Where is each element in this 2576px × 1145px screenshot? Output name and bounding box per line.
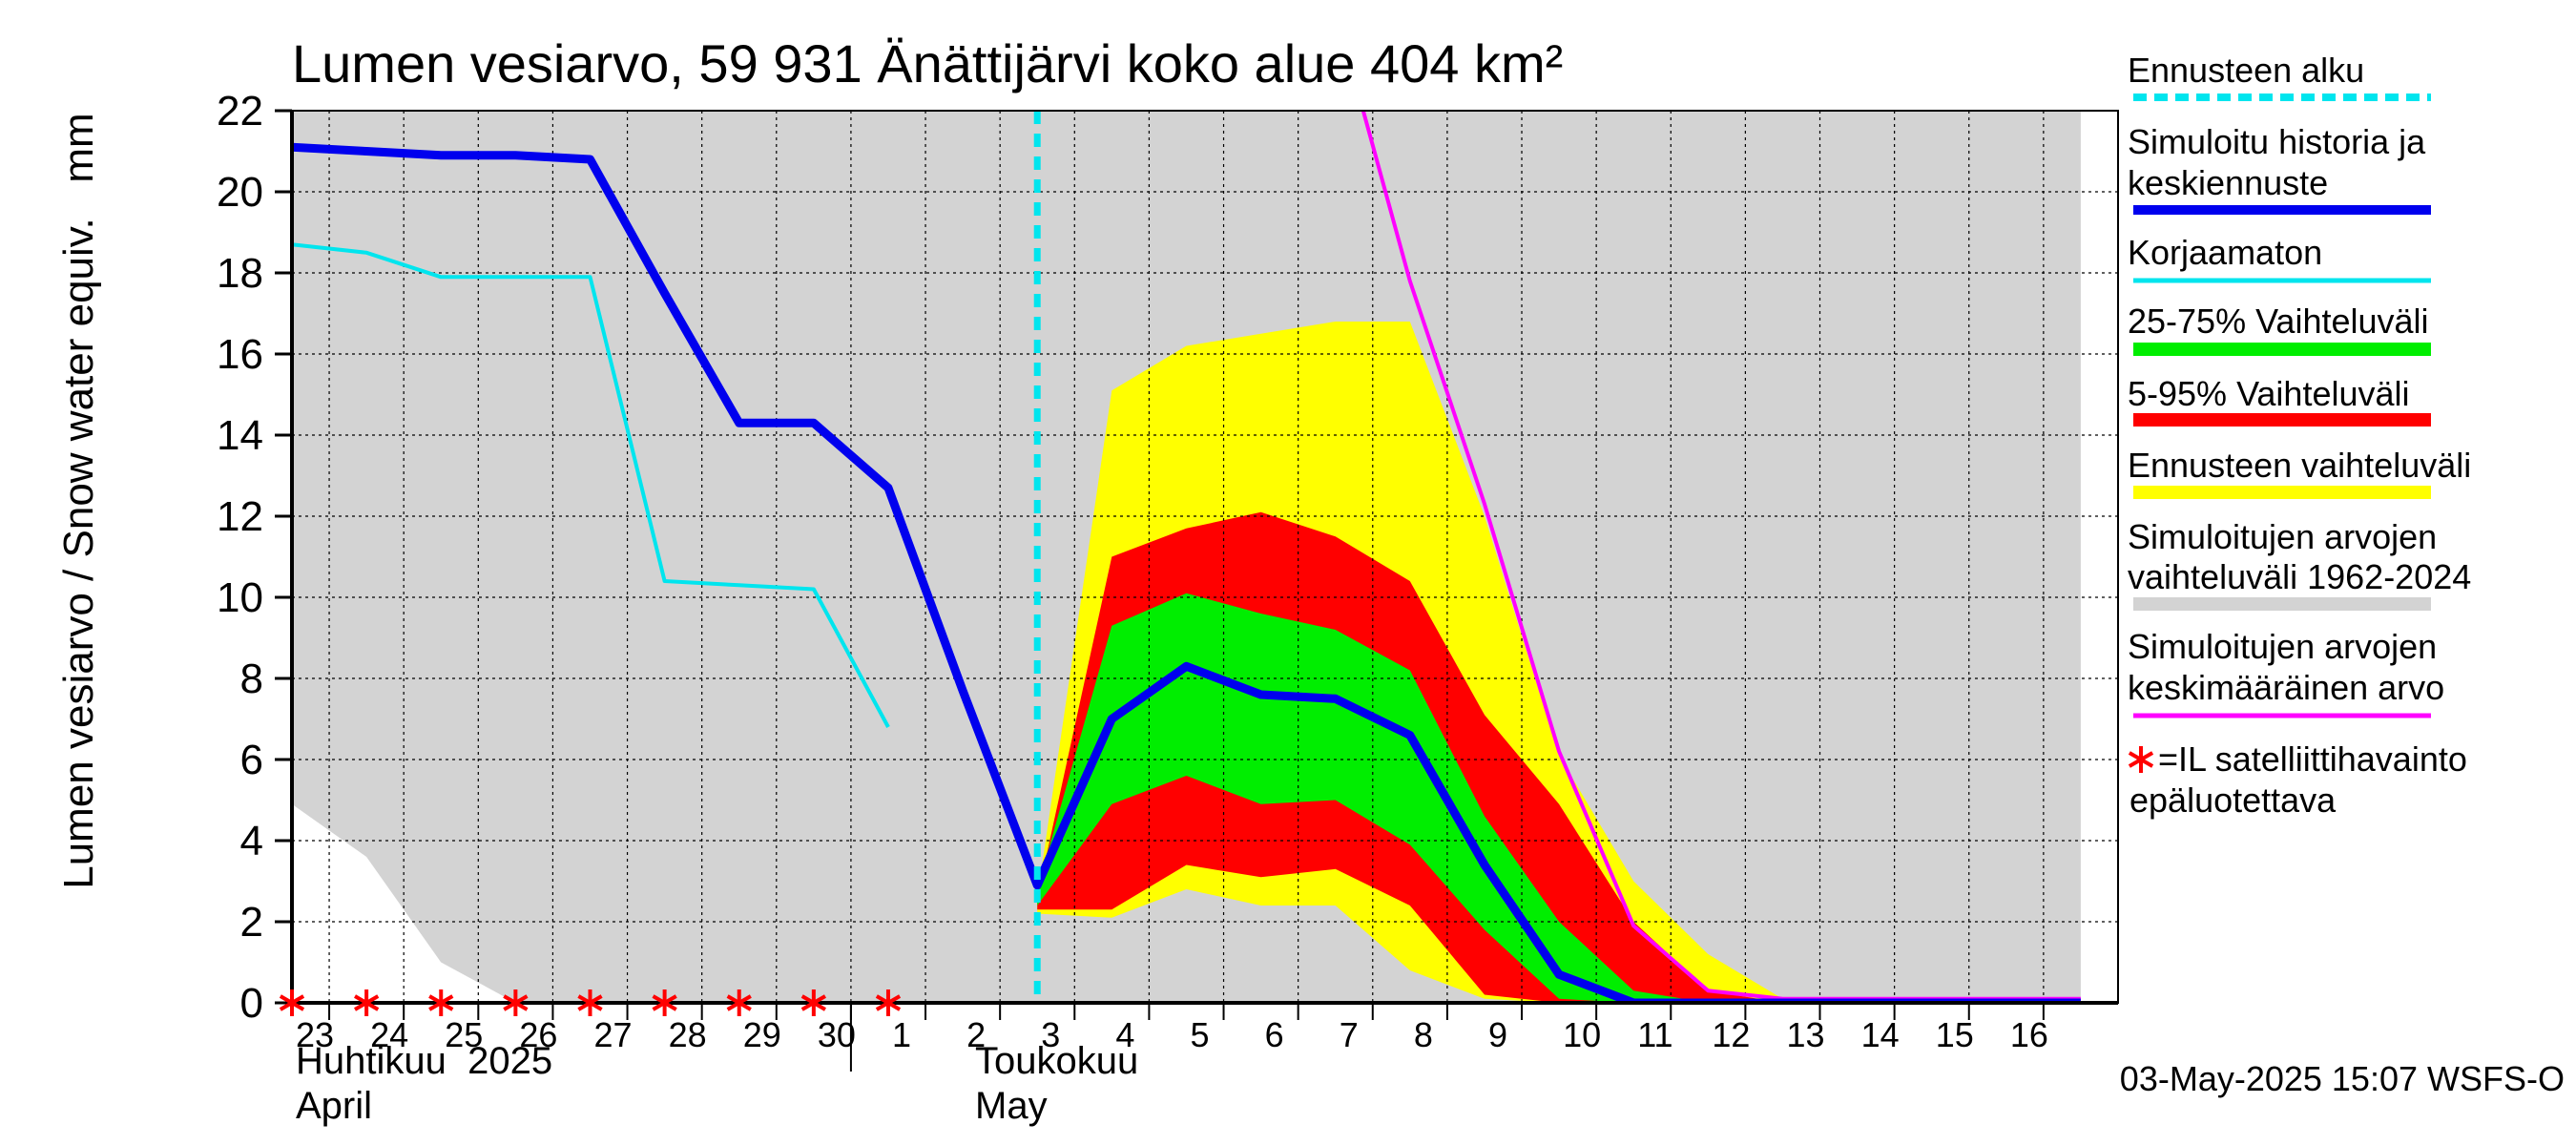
legend-label-8-0: =IL satelliittihavainto: [2158, 739, 2467, 779]
month-labels: Huhtikuu 2025 April Toukokuu May: [296, 1040, 1138, 1127]
legend-label-8-1: epäluotettava: [2129, 781, 2337, 820]
x-tick-label-13: 6: [1265, 1015, 1284, 1054]
x-tick-label-12: 5: [1190, 1015, 1209, 1054]
y-tick-label-2: 2: [240, 899, 263, 946]
y-tick-label-4: 4: [240, 818, 263, 864]
x-tick-label-8: 1: [892, 1015, 911, 1054]
series-line-1: [292, 242, 890, 728]
x-tick-label-0: 23: [296, 1015, 334, 1054]
satellite-marker-3: [503, 989, 529, 1016]
x-tick-label-23: 16: [2010, 1015, 2048, 1054]
satellite-marker-4: [577, 989, 603, 1016]
month-label-en-may: May: [975, 1085, 1048, 1127]
y-tick-label-6: 6: [240, 737, 263, 783]
satellite-marker-2: [428, 989, 454, 1016]
satellite-marker-5: [652, 989, 677, 1016]
x-tick-label-6: 29: [743, 1015, 781, 1054]
x-tick-labels: 23 24 25 26 27 28 29 30 1 2 3 4 5 6 7 8 9 10 11 12 13 14 15 16: [296, 1015, 2048, 1054]
grid-layer: [292, 110, 2118, 1003]
x-tick-label-16: 9: [1488, 1015, 1507, 1054]
y-tick-label-8: 8: [240, 656, 263, 702]
satellite-marker-8: [875, 989, 902, 1016]
y-tick-label-10: 10: [217, 574, 263, 621]
satellite-marker-6: [726, 989, 752, 1016]
legend-label-2-0: Korjaamaton: [2128, 233, 2322, 272]
x-tick-label-21: 14: [1861, 1015, 1900, 1054]
x-tick-label-9: 2: [966, 1015, 986, 1054]
x-tick-label-14: 7: [1340, 1015, 1359, 1054]
x-tick-label-5: 28: [669, 1015, 707, 1054]
y-axis-label-group: Lumen vesiarvo / Snow water equiv. mm: [55, 113, 102, 888]
satellite-marker-0: [279, 989, 305, 1016]
legend-label-3-0: 25-75% Vaihteluväli: [2128, 302, 2429, 341]
band-3: [1037, 593, 1709, 1003]
footer-timestamp: 03-May-2025 15:07 WSFS-O: [2120, 1059, 2565, 1098]
month-label-fi-may: Toukokuu: [975, 1040, 1138, 1082]
x-tick-label-19: 12: [1712, 1015, 1750, 1054]
legend-label-7-1: keskimääräinen arvo: [2128, 668, 2444, 707]
bands-layer: [292, 111, 2081, 1003]
y-tick-label-12: 12: [217, 493, 263, 540]
month-label-fi-april: Huhtikuu 2025: [296, 1040, 552, 1082]
legend-label-5-0: Ennusteen vaihteluväli: [2128, 446, 2471, 485]
legend-label-6-1: vaihteluväli 1962-2024: [2128, 557, 2471, 596]
x-tick-label-2: 25: [445, 1015, 483, 1054]
legend-label-0-0: Ennusteen alku: [2128, 51, 2364, 90]
x-tick-label-11: 4: [1115, 1015, 1134, 1054]
x-tick-label-20: 13: [1786, 1015, 1824, 1054]
legend-label-4-0: 5-95% Vaihteluväli: [2128, 374, 2410, 413]
y-tick-label-22: 22: [217, 88, 263, 135]
x-tick-label-7: 30: [818, 1015, 856, 1054]
x-tick-label-3: 26: [519, 1015, 557, 1054]
x-tick-label-18: 11: [1637, 1015, 1672, 1054]
y-tick-label-16: 16: [217, 331, 263, 378]
satellite-markers: [279, 989, 902, 1016]
month-label-en-april: April: [296, 1085, 372, 1127]
legend-swatch-8: [2128, 746, 2154, 773]
legend-label-1-1: keskiennuste: [2128, 163, 2328, 202]
y-axis-label: Lumen vesiarvo / Snow water equiv.: [55, 218, 102, 889]
series-lines-layer: [292, 111, 2081, 1003]
satellite-marker-7: [800, 989, 826, 1016]
axes-layer: [275, 109, 2119, 1072]
legend-label-6-0: Simuloitujen arvojen: [2128, 517, 2437, 556]
y-tick-labels: 0 2 4 6 8 10 12 14 16 18 20 22: [217, 88, 263, 1027]
series-line-0: [1361, 111, 2081, 1001]
y-tick-label-0: 0: [240, 980, 263, 1027]
y-tick-label-18: 18: [217, 250, 263, 297]
x-tick-label-17: 10: [1563, 1015, 1601, 1054]
legend-label-7-0: Simuloitujen arvojen: [2128, 627, 2437, 666]
x-tick-label-15: 8: [1414, 1015, 1433, 1054]
y-tick-label-14: 14: [217, 412, 263, 459]
y-tick-label-20: 20: [217, 169, 263, 216]
legend-label-1-0: Simuloitu historia ja: [2128, 122, 2426, 161]
x-tick-label-10: 3: [1041, 1015, 1060, 1054]
satellite-marker-1: [353, 989, 380, 1016]
chart-title: Lumen vesiarvo, 59 931 Änättijärvi koko …: [292, 33, 1563, 94]
x-tick-label-1: 24: [370, 1015, 408, 1054]
x-tick-label-22: 15: [1936, 1015, 1974, 1054]
y-axis-unit: mm: [55, 113, 102, 182]
series-line-2: [292, 142, 2081, 1003]
x-tick-label-4: 27: [593, 1015, 632, 1054]
